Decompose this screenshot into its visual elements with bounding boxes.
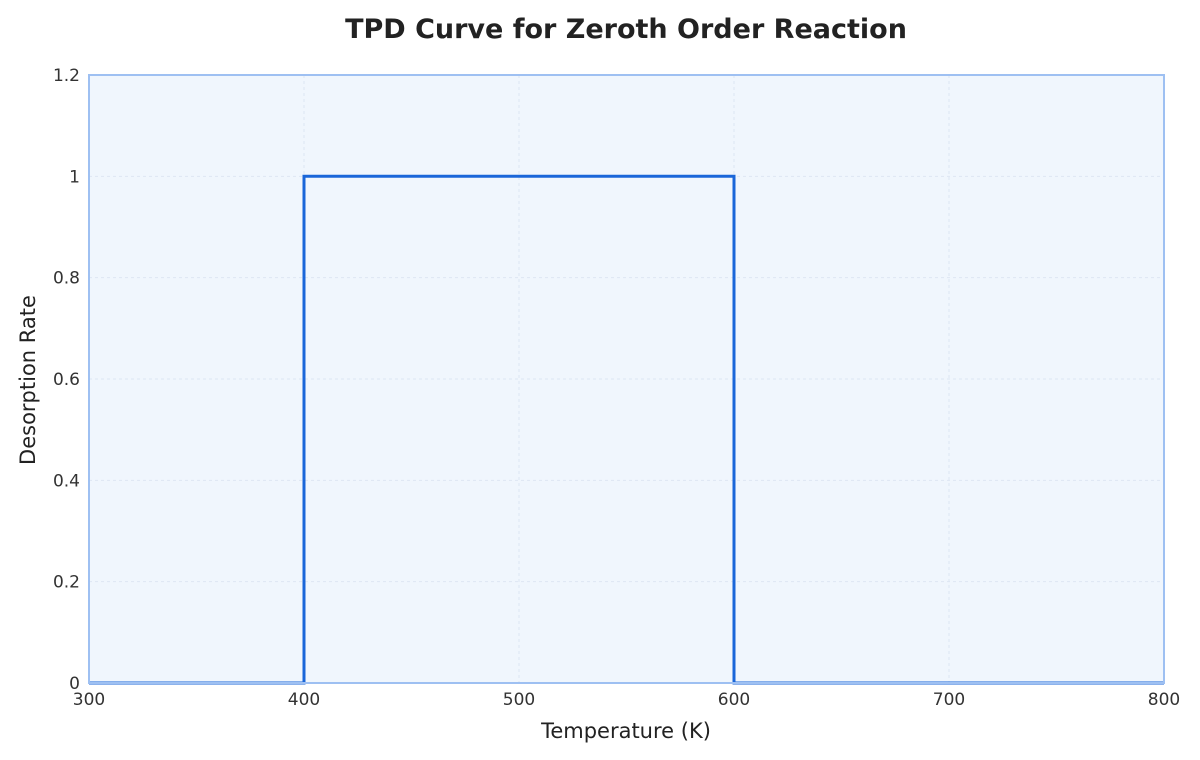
y-axis-label: Desorption Rate: [16, 295, 40, 465]
y-tick-label: 0.4: [53, 471, 80, 491]
x-tick-label: 300: [73, 690, 105, 710]
plot-border: [88, 74, 1165, 684]
y-tick-label: 1.2: [53, 66, 80, 86]
y-axis-ticks: 0 0.2 0.4 0.6 0.8 1 1.2: [53, 66, 80, 694]
chart-title: TPD Curve for Zeroth Order Reaction: [345, 14, 907, 45]
x-tick-label: 600: [718, 690, 750, 710]
x-axis-label: Temperature (K): [540, 719, 711, 743]
y-tick-label: 1: [69, 167, 80, 187]
y-tick-label: 0.2: [53, 573, 80, 593]
y-tick-label: 0.8: [53, 269, 80, 289]
x-tick-label: 700: [933, 690, 965, 710]
x-axis-ticks: 300 400 500 600 700 800: [73, 690, 1180, 710]
x-tick-label: 400: [288, 690, 320, 710]
y-tick-label: 0: [69, 674, 80, 694]
x-tick-label: 500: [503, 690, 535, 710]
y-tick-label: 0.6: [53, 370, 80, 390]
x-tick-label: 800: [1148, 690, 1180, 710]
